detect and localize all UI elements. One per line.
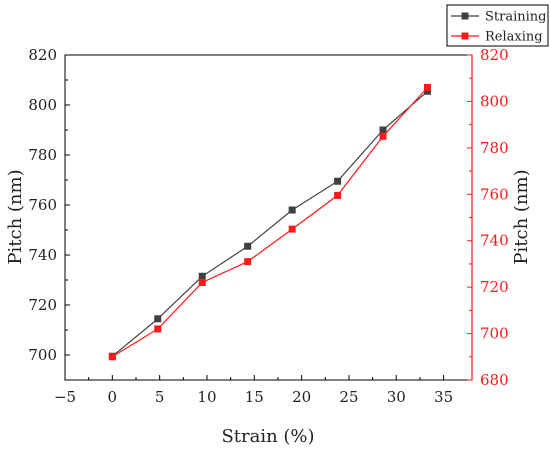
series-line-relaxing — [111, 87, 428, 358]
data-point-relaxing — [108, 353, 116, 361]
legend-label-relaxing: Relaxing — [485, 30, 543, 45]
left-y-tick-label: 740 — [28, 246, 57, 264]
data-point-relaxing — [334, 191, 342, 199]
right-y-tick-label: 720 — [480, 278, 509, 296]
data-point-straining — [379, 126, 387, 134]
data-point-straining — [288, 206, 296, 214]
x-tick-label: 20 — [292, 388, 311, 406]
right-y-axis-ticks: 680 700 720 740 760 780 800 820 — [467, 46, 509, 389]
x-tick-label: 5 — [155, 388, 165, 406]
legend-marker-straining — [461, 12, 469, 20]
left-y-axis-ticks: 700 720 740 760 780 800 820 — [28, 46, 70, 364]
right-y-tick-label: 740 — [480, 232, 509, 250]
data-point-straining — [154, 315, 162, 323]
data-point-relaxing — [288, 225, 296, 233]
x-axis-ticks: −5 0 5 10 15 20 25 30 35 — [54, 375, 453, 406]
legend-label-straining: Straining — [485, 10, 546, 25]
data-point-relaxing — [154, 325, 162, 333]
left-y-tick-label: 780 — [28, 146, 57, 164]
x-tick-label: 0 — [108, 388, 118, 406]
x-tick-label: 25 — [339, 388, 358, 406]
left-y-tick-label: 800 — [28, 96, 57, 114]
series-line-straining — [111, 90, 428, 357]
data-point-relaxing — [379, 132, 387, 140]
x-tick-label: 30 — [387, 388, 406, 406]
right-y-tick-label: 700 — [480, 325, 509, 343]
data-point-straining — [198, 272, 206, 280]
legend-marker-relaxing — [461, 32, 469, 40]
left-y-tick-label: 760 — [28, 196, 57, 214]
right-y-tick-label: 820 — [480, 46, 509, 64]
left-y-tick-label: 700 — [28, 346, 57, 364]
right-y-tick-label: 800 — [480, 92, 509, 110]
right-y-tick-label: 780 — [480, 139, 509, 157]
right-y-axis-label: Pitch (nm) — [511, 169, 532, 264]
data-point-relaxing — [244, 258, 252, 266]
x-axis-label: Strain (%) — [221, 426, 314, 447]
series-layer — [108, 84, 432, 361]
data-point-straining — [244, 242, 252, 250]
plot-frame — [64, 54, 473, 381]
x-tick-label: 10 — [197, 388, 216, 406]
left-y-tick-label: 720 — [28, 296, 57, 314]
x-tick-label: 15 — [245, 388, 264, 406]
data-point-straining — [424, 87, 432, 95]
left-y-tick-label: 820 — [28, 46, 57, 64]
data-point-relaxing — [424, 84, 432, 91]
legend: Straining Relaxing — [446, 4, 549, 47]
right-y-tick-label: 680 — [480, 371, 509, 389]
left-y-axis-label: Pitch (nm) — [5, 169, 26, 264]
data-point-relaxing — [198, 279, 206, 286]
x-tick-label: −5 — [54, 388, 76, 406]
right-y-tick-label: 760 — [480, 185, 509, 203]
x-tick-label: 35 — [434, 388, 453, 406]
data-point-straining — [334, 177, 342, 185]
